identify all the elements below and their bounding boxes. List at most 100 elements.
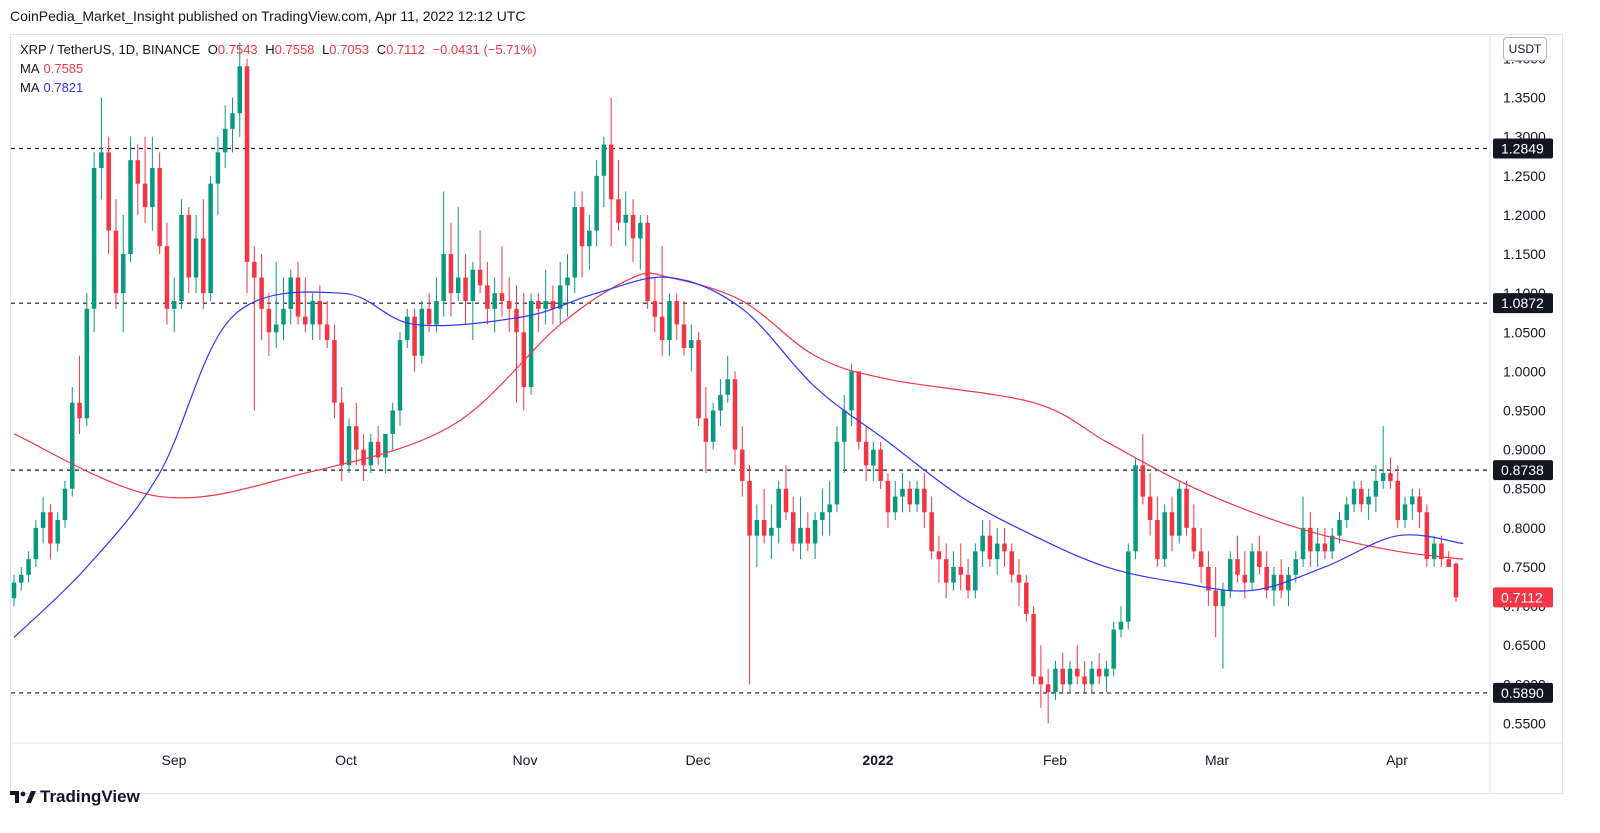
candle <box>1104 660 1109 693</box>
close-value: 0.7112 <box>386 42 425 57</box>
candle-body <box>448 254 454 294</box>
candle-body <box>827 504 832 513</box>
level-label-bg <box>1493 293 1553 314</box>
ma1-value: 0.7585 <box>43 61 84 76</box>
candle-body <box>572 207 578 278</box>
candle <box>339 387 344 481</box>
symbol-label[interactable]: XRP / TetherUS, 1D, BINANCE <box>20 42 201 57</box>
candle-body <box>1249 551 1255 583</box>
level-label-bg <box>1493 138 1553 159</box>
candle-body <box>579 207 585 247</box>
candle <box>332 324 337 419</box>
candle-body <box>1111 629 1116 669</box>
candle <box>754 504 760 567</box>
candle-body <box>222 128 228 153</box>
candle-body <box>587 230 592 247</box>
candle <box>1082 660 1087 693</box>
candle-body <box>244 66 250 262</box>
low-value: 0.7053 <box>329 42 370 57</box>
candle-body <box>994 543 1000 560</box>
candle <box>958 543 964 591</box>
candle <box>91 152 97 333</box>
candle <box>1016 559 1022 607</box>
candle-body <box>339 402 344 466</box>
candle-body <box>303 316 308 325</box>
candle-body <box>106 152 111 231</box>
candle <box>674 293 679 341</box>
candle <box>266 293 272 356</box>
candle <box>463 254 468 325</box>
candle <box>354 402 359 466</box>
candle <box>652 277 658 333</box>
candle-body <box>354 426 359 450</box>
candle <box>142 136 148 223</box>
candle-body <box>1439 543 1444 560</box>
candle-body <box>892 496 898 513</box>
candle <box>1009 543 1015 583</box>
candle <box>1257 535 1262 575</box>
y-tick-label: 1.0000 <box>1503 363 1546 379</box>
ma-legend-row-1[interactable]: MA 0.7585 <box>20 59 537 78</box>
candle <box>215 136 221 215</box>
candle <box>1162 504 1167 567</box>
candle <box>485 261 490 325</box>
level-label: 1.0872 <box>1501 295 1544 311</box>
candle <box>973 543 978 599</box>
candle <box>798 496 803 560</box>
candle-body <box>871 449 876 466</box>
candle <box>689 324 694 372</box>
x-tick-label: Feb <box>1043 752 1067 768</box>
x-tick-label: Apr <box>1386 752 1408 768</box>
chart-legend: XRP / TetherUS, 1D, BINANCE O0.7543 H0.7… <box>20 40 537 97</box>
candle <box>259 254 264 341</box>
candle-body <box>1169 512 1175 536</box>
candle-body <box>1184 488 1189 528</box>
grid-lines <box>11 35 1562 793</box>
candle <box>419 300 425 364</box>
candle <box>120 214 126 333</box>
brand-name: TradingView <box>40 787 140 806</box>
candle <box>929 496 934 560</box>
candle-body <box>1104 668 1109 677</box>
candle-body <box>208 183 213 294</box>
candle-body <box>317 300 323 325</box>
currency-button[interactable]: USDT <box>1503 37 1547 61</box>
candle-body <box>62 488 68 521</box>
candle <box>1235 535 1240 583</box>
candle <box>608 97 614 247</box>
candle-body <box>77 402 82 419</box>
open-value: 0.7543 <box>217 42 258 57</box>
candle-body <box>565 277 570 286</box>
candle <box>1249 543 1255 591</box>
candle-body <box>99 152 104 168</box>
candle-body <box>171 300 177 309</box>
candle <box>718 379 723 427</box>
candle-body <box>1417 496 1422 513</box>
candle-body <box>419 308 425 356</box>
brand[interactable]: TradingView <box>10 787 140 807</box>
level-label-bg <box>1493 460 1553 481</box>
candle-body <box>375 441 381 458</box>
candle-body <box>1264 566 1269 591</box>
candle <box>834 426 840 513</box>
candle <box>1213 566 1218 638</box>
x-tick-label: Dec <box>686 752 711 768</box>
candle <box>303 277 308 333</box>
candle-body <box>710 410 716 442</box>
candle-body <box>230 113 235 129</box>
candle <box>1155 496 1160 567</box>
candle-body <box>1351 488 1357 505</box>
candle-body <box>1235 559 1240 575</box>
candle-body <box>1446 559 1451 567</box>
candle-body <box>361 449 366 466</box>
candle-body <box>1373 480 1379 497</box>
candle <box>965 559 971 599</box>
candle <box>871 441 876 481</box>
candle <box>208 175 213 301</box>
candle-body <box>426 308 432 325</box>
ma-legend-row-2[interactable]: MA 0.7821 <box>20 78 537 97</box>
candle-body <box>40 512 46 528</box>
candle <box>914 480 920 513</box>
candle-body <box>754 520 760 536</box>
